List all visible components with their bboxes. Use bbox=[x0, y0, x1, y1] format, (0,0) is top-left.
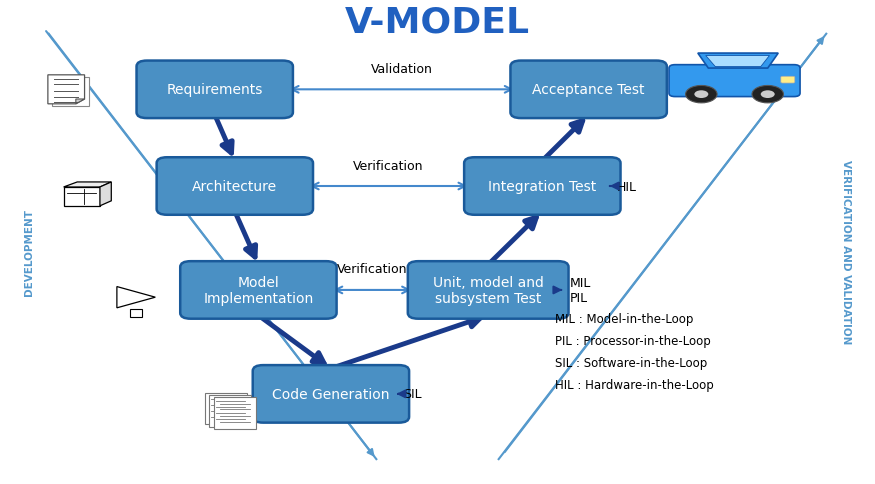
FancyBboxPatch shape bbox=[669, 65, 800, 97]
FancyBboxPatch shape bbox=[214, 398, 256, 429]
FancyBboxPatch shape bbox=[136, 61, 293, 119]
Text: Code Generation: Code Generation bbox=[272, 387, 389, 401]
FancyBboxPatch shape bbox=[253, 365, 410, 423]
Polygon shape bbox=[64, 188, 100, 206]
Polygon shape bbox=[48, 76, 85, 105]
FancyBboxPatch shape bbox=[205, 393, 247, 424]
Text: Unit, model and
subsystem Test: Unit, model and subsystem Test bbox=[433, 275, 543, 305]
Text: Integration Test: Integration Test bbox=[488, 180, 597, 194]
Text: VERIFICATION AND VALIDATION: VERIFICATION AND VALIDATION bbox=[842, 160, 851, 344]
FancyBboxPatch shape bbox=[130, 310, 142, 317]
Text: MIL : Model-in-the-Loop
PIL : Processor-in-the-Loop
SIL : Software-in-the-Loop
H: MIL : Model-in-the-Loop PIL : Processor-… bbox=[556, 312, 714, 391]
FancyBboxPatch shape bbox=[52, 78, 89, 107]
Text: Acceptance Test: Acceptance Test bbox=[532, 83, 645, 97]
Text: Requirements: Requirements bbox=[166, 83, 262, 97]
Text: Verification: Verification bbox=[354, 159, 424, 172]
Circle shape bbox=[686, 86, 717, 104]
Polygon shape bbox=[698, 54, 778, 69]
FancyBboxPatch shape bbox=[408, 262, 569, 319]
FancyBboxPatch shape bbox=[464, 158, 620, 215]
FancyBboxPatch shape bbox=[157, 158, 313, 215]
Circle shape bbox=[752, 86, 783, 104]
Text: SIL: SIL bbox=[403, 388, 422, 401]
Text: MIL
PIL: MIL PIL bbox=[570, 276, 591, 304]
Text: Architecture: Architecture bbox=[192, 180, 277, 194]
FancyBboxPatch shape bbox=[510, 61, 667, 119]
Circle shape bbox=[760, 91, 774, 99]
Circle shape bbox=[695, 91, 709, 99]
Text: Validation: Validation bbox=[371, 63, 432, 76]
FancyBboxPatch shape bbox=[180, 262, 337, 319]
Text: V-MODEL: V-MODEL bbox=[345, 6, 530, 40]
Polygon shape bbox=[76, 100, 85, 105]
Text: DEVELOPMENT: DEVELOPMENT bbox=[24, 208, 33, 295]
Polygon shape bbox=[100, 182, 111, 206]
Polygon shape bbox=[117, 287, 156, 308]
Polygon shape bbox=[706, 56, 769, 67]
FancyBboxPatch shape bbox=[780, 77, 794, 84]
FancyBboxPatch shape bbox=[209, 395, 251, 426]
Text: Verification: Verification bbox=[337, 263, 408, 276]
Text: HIL: HIL bbox=[617, 180, 637, 193]
Polygon shape bbox=[64, 182, 111, 188]
Text: Model
Implementation: Model Implementation bbox=[203, 275, 313, 305]
